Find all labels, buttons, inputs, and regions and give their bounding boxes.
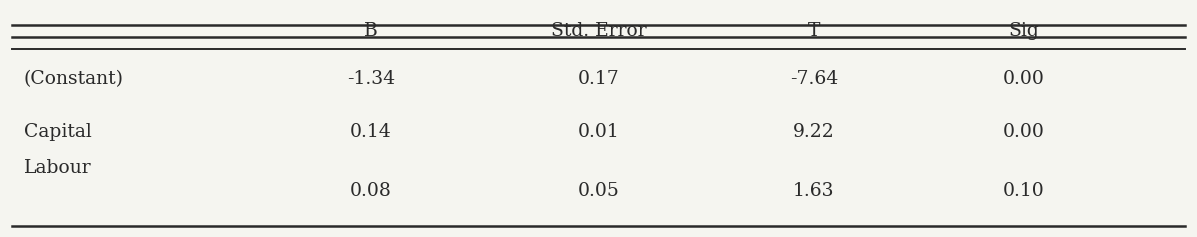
Text: 0.00: 0.00 bbox=[1003, 70, 1044, 88]
Text: T: T bbox=[808, 22, 820, 40]
Text: B: B bbox=[364, 22, 378, 40]
Text: Sig: Sig bbox=[1008, 22, 1039, 40]
Text: (Constant): (Constant) bbox=[24, 70, 124, 88]
Text: 1.63: 1.63 bbox=[794, 182, 834, 200]
Text: 0.05: 0.05 bbox=[578, 182, 619, 200]
Text: Labour: Labour bbox=[24, 159, 91, 177]
Text: 0.14: 0.14 bbox=[351, 123, 391, 141]
Text: 9.22: 9.22 bbox=[794, 123, 834, 141]
Text: 0.01: 0.01 bbox=[578, 123, 619, 141]
Text: 0.10: 0.10 bbox=[1003, 182, 1044, 200]
Text: 0.08: 0.08 bbox=[351, 182, 391, 200]
Text: 0.17: 0.17 bbox=[578, 70, 619, 88]
Text: Capital: Capital bbox=[24, 123, 92, 141]
Text: -1.34: -1.34 bbox=[347, 70, 395, 88]
Text: 0.00: 0.00 bbox=[1003, 123, 1044, 141]
Text: Std. Error: Std. Error bbox=[551, 22, 646, 40]
Text: -7.64: -7.64 bbox=[790, 70, 838, 88]
